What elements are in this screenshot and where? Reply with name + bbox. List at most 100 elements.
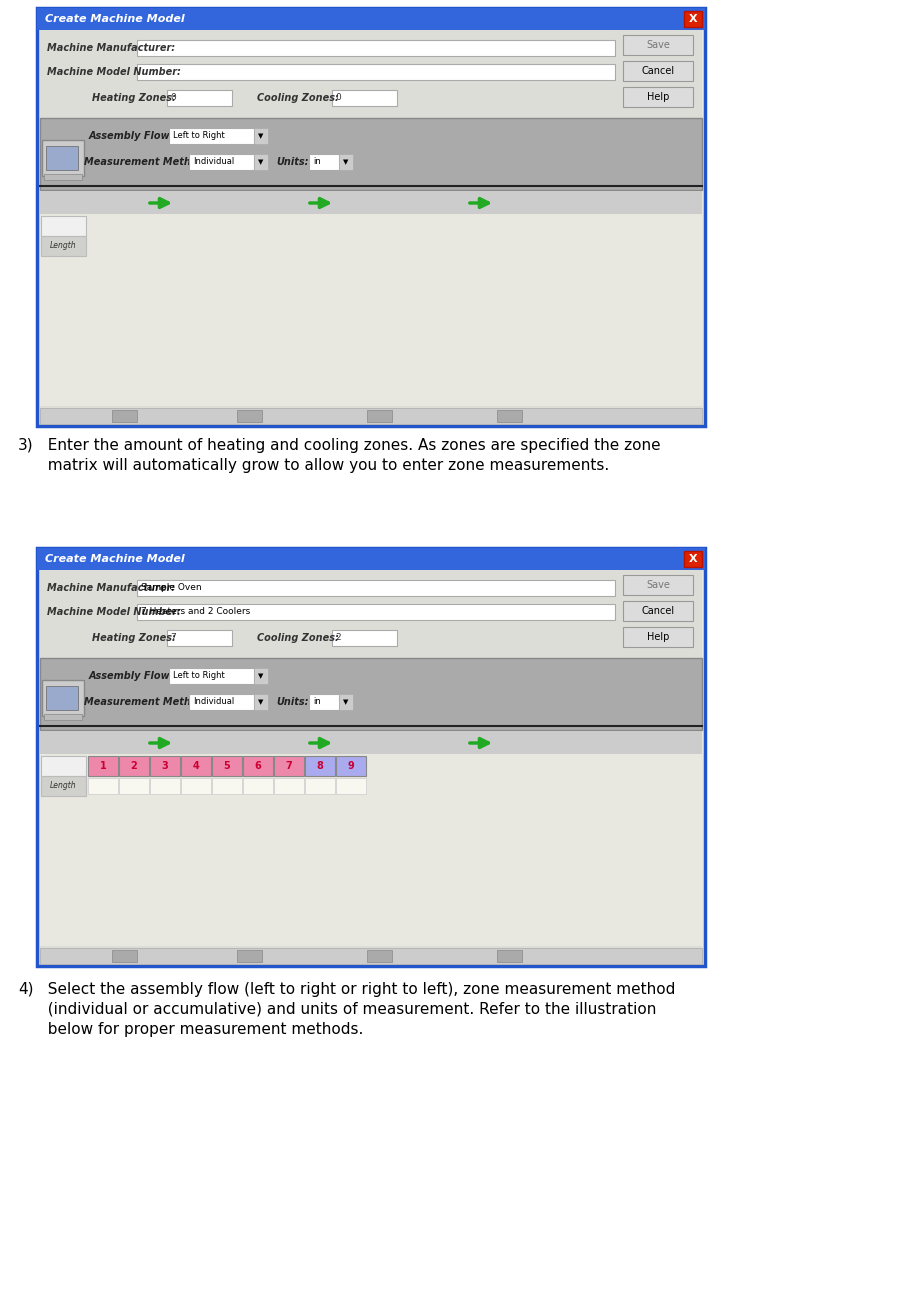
Text: Measurement Method:: Measurement Method: bbox=[84, 158, 208, 167]
Bar bbox=[40, 214, 702, 406]
Text: Units:: Units: bbox=[276, 158, 309, 167]
Bar bbox=[336, 779, 366, 794]
Text: Help: Help bbox=[647, 92, 669, 102]
Text: 1: 1 bbox=[100, 762, 106, 771]
Text: 6: 6 bbox=[254, 762, 261, 771]
Bar bbox=[88, 756, 118, 776]
Bar bbox=[181, 756, 211, 776]
Text: 7: 7 bbox=[170, 633, 176, 642]
Bar bbox=[119, 779, 149, 794]
Bar bbox=[305, 779, 335, 794]
Text: 3: 3 bbox=[161, 762, 169, 771]
Bar bbox=[40, 733, 702, 754]
Bar bbox=[40, 948, 702, 964]
Bar bbox=[254, 668, 268, 684]
Bar bbox=[212, 779, 242, 794]
Bar bbox=[37, 548, 705, 966]
Text: Enter the amount of heating and cooling zones. As zones are specified the zone: Enter the amount of heating and cooling … bbox=[38, 439, 661, 453]
Text: 2: 2 bbox=[335, 633, 340, 642]
Text: 4: 4 bbox=[193, 762, 199, 771]
Text: 8: 8 bbox=[316, 762, 324, 771]
Text: ▼: ▼ bbox=[343, 159, 349, 165]
Text: matrix will automatically grow to allow you to enter zone measurements.: matrix will automatically grow to allow … bbox=[38, 458, 609, 473]
Bar bbox=[137, 580, 615, 596]
Text: Cancel: Cancel bbox=[642, 607, 675, 616]
Bar bbox=[112, 951, 137, 962]
Text: Length: Length bbox=[50, 242, 77, 251]
Bar bbox=[623, 575, 693, 595]
Text: 5: 5 bbox=[224, 762, 230, 771]
Text: 3): 3) bbox=[18, 439, 33, 453]
Text: in: in bbox=[313, 697, 321, 706]
Bar bbox=[181, 779, 211, 794]
Bar bbox=[150, 779, 180, 794]
Text: Heating Zones:: Heating Zones: bbox=[92, 93, 176, 102]
Bar bbox=[623, 628, 693, 647]
Text: Measurement Method:: Measurement Method: bbox=[84, 697, 208, 706]
Text: in: in bbox=[313, 158, 321, 167]
Bar bbox=[41, 236, 86, 256]
Bar bbox=[41, 217, 86, 236]
Bar bbox=[37, 548, 705, 570]
Bar bbox=[305, 756, 335, 776]
Text: Length: Length bbox=[50, 781, 77, 790]
Bar bbox=[684, 11, 702, 28]
Text: Machine Model Number:: Machine Model Number: bbox=[47, 67, 181, 77]
Bar bbox=[237, 410, 262, 421]
Bar bbox=[332, 630, 397, 646]
Text: 7: 7 bbox=[286, 762, 292, 771]
Bar bbox=[119, 756, 149, 776]
Text: Machine Manufacturer:: Machine Manufacturer: bbox=[47, 43, 175, 53]
Bar bbox=[684, 551, 702, 567]
Bar bbox=[212, 756, 242, 776]
Text: Cooling Zones:: Cooling Zones: bbox=[257, 633, 339, 643]
Bar bbox=[41, 756, 86, 776]
Bar bbox=[137, 64, 615, 80]
Bar bbox=[623, 87, 693, 106]
Text: ▼: ▼ bbox=[343, 699, 349, 705]
Text: 7 Heaters and 2 Coolers: 7 Heaters and 2 Coolers bbox=[141, 608, 250, 617]
Text: Select the assembly flow (left to right or right to left), zone measurement meth: Select the assembly flow (left to right … bbox=[38, 982, 676, 997]
Bar bbox=[42, 140, 84, 176]
Bar bbox=[623, 60, 693, 81]
Bar bbox=[254, 695, 268, 710]
Bar bbox=[37, 8, 705, 425]
Text: X: X bbox=[689, 14, 697, 24]
Text: below for proper measurement methods.: below for proper measurement methods. bbox=[38, 1022, 363, 1037]
Bar bbox=[42, 680, 84, 716]
Text: Individual: Individual bbox=[193, 697, 234, 706]
Bar bbox=[254, 154, 268, 169]
Bar bbox=[339, 695, 353, 710]
Text: ▼: ▼ bbox=[258, 159, 264, 165]
Bar bbox=[46, 146, 78, 169]
Text: ▼: ▼ bbox=[258, 674, 264, 679]
Bar bbox=[112, 410, 137, 421]
Bar bbox=[167, 91, 232, 106]
Bar bbox=[243, 779, 273, 794]
Text: Create Machine Model: Create Machine Model bbox=[45, 554, 184, 565]
Text: ▼: ▼ bbox=[258, 133, 264, 139]
Bar bbox=[40, 192, 702, 214]
Bar bbox=[309, 695, 339, 710]
Bar bbox=[497, 410, 522, 421]
Text: ▼: ▼ bbox=[258, 699, 264, 705]
Bar bbox=[167, 630, 232, 646]
Text: 9: 9 bbox=[348, 762, 354, 771]
Text: Sample Oven: Sample Oven bbox=[141, 583, 202, 592]
Bar bbox=[88, 779, 118, 794]
Bar bbox=[237, 951, 262, 962]
Text: Heating Zones:: Heating Zones: bbox=[92, 633, 176, 643]
Bar bbox=[40, 754, 702, 945]
Text: 0: 0 bbox=[335, 93, 341, 102]
Bar bbox=[367, 410, 392, 421]
Text: Create Machine Model: Create Machine Model bbox=[45, 14, 184, 24]
Text: Assembly Flow:: Assembly Flow: bbox=[89, 131, 174, 140]
Bar bbox=[40, 658, 702, 730]
Text: 4): 4) bbox=[18, 982, 33, 997]
Bar bbox=[40, 30, 702, 423]
Text: Help: Help bbox=[647, 632, 669, 642]
Text: Cancel: Cancel bbox=[642, 66, 675, 76]
Text: Units:: Units: bbox=[276, 697, 309, 706]
Bar bbox=[44, 175, 82, 180]
Bar bbox=[137, 604, 615, 620]
